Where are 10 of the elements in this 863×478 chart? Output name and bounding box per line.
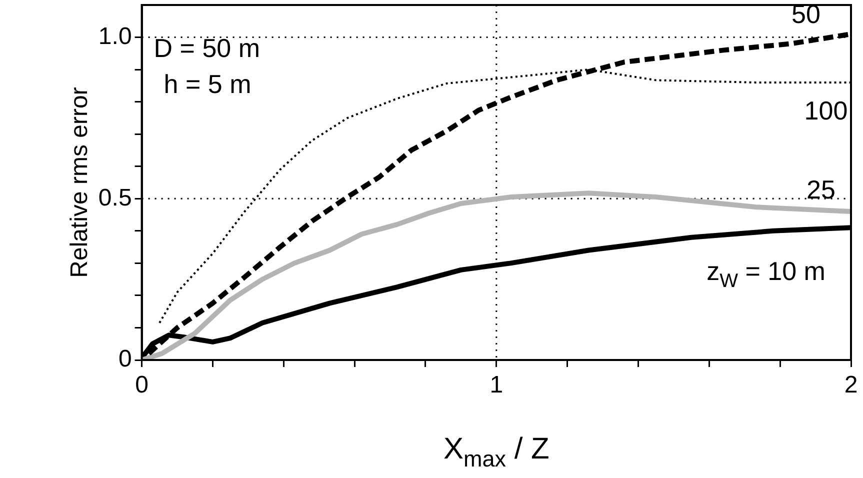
y-tick-label: 0.5 <box>98 184 132 212</box>
x-tick-label: 2 <box>844 372 858 399</box>
annotation: h = 5 m <box>164 69 252 100</box>
series-label: 25 <box>806 174 836 205</box>
y-tick-label: 1.0 <box>98 22 132 50</box>
series-label: 100 <box>804 96 848 126</box>
annotation: D = 50 m <box>154 33 260 64</box>
y-axis-title: Relative rms error <box>66 87 94 278</box>
y-tick-label: 0 <box>118 346 132 373</box>
x-tick-label: 1 <box>490 372 504 399</box>
